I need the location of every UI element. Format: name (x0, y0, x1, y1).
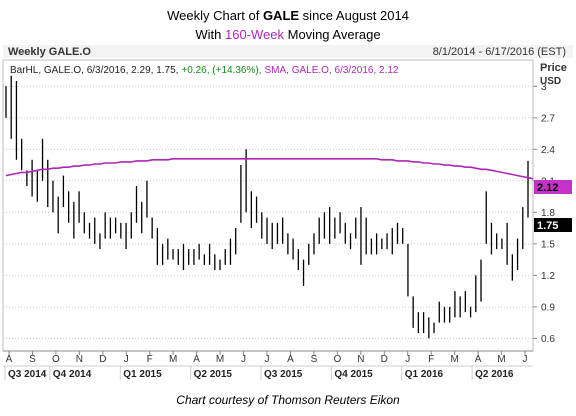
quarter-tick-label: Q3 2014 (8, 369, 47, 380)
month-tick-label: J (265, 354, 270, 365)
grid-lines (3, 85, 537, 339)
quarter-tick-label: Q1 2016 (405, 369, 444, 380)
quarter-tick-label: Q4 2015 (334, 369, 373, 380)
y-tick-label: 0.9 (541, 302, 555, 313)
sma-value-badge-text: 2.12 (537, 182, 558, 194)
month-tick-label: F (147, 354, 153, 365)
month-tick-label: O (52, 354, 60, 365)
date-range: 8/1/2014 - 6/17/2016 (EST) (433, 46, 566, 58)
month-tick-label: J (241, 354, 246, 365)
month-tick-label: D (99, 354, 106, 365)
month-tick-label: A (6, 354, 13, 365)
month-tick-label: A (475, 354, 482, 365)
month-tick-label: S (29, 354, 36, 365)
quarter-tick-label: Q2 2016 (475, 369, 514, 380)
y-tick-labels: 32.72.42.11.81.51.20.90.6 (541, 82, 555, 345)
month-tick-label: A (193, 354, 200, 365)
y-tick-label: 0.6 (541, 334, 555, 345)
chart-title-line1: Weekly Chart of GALE since August 2014 (167, 8, 409, 23)
chart-credit: Chart courtesy of Thomson Reuters Eikon (176, 393, 400, 407)
y-tick-label: 1.2 (541, 271, 555, 282)
last-price-badge (534, 218, 572, 232)
y-tick-label: 2.4 (541, 145, 555, 156)
month-tick-label: O (333, 354, 341, 365)
quarter-tick-label: Q1 2015 (123, 369, 162, 380)
y-tick-label: 2.7 (541, 113, 555, 124)
month-tick-label: M (169, 354, 177, 365)
month-tick-label: J (405, 354, 410, 365)
month-tick-label: N (357, 354, 364, 365)
currency-axis-label: USD (540, 76, 561, 87)
month-tick-label: D (381, 354, 388, 365)
month-tick-label: F (428, 354, 434, 365)
instrument-name: Weekly GALE.O (8, 46, 91, 58)
month-tick-label: S (311, 354, 318, 365)
quarter-tick-label: Q2 2015 (194, 369, 233, 380)
month-tick-label: M (216, 354, 224, 365)
chart-header-bar (3, 45, 573, 58)
quarter-tick-label: Q3 2015 (264, 369, 303, 380)
last-price-badge-text: 1.75 (537, 220, 558, 232)
chart-title-line2: With 160-Week Moving Average (195, 27, 380, 42)
legend-change-text: +0.26, (+14.36%), (181, 65, 261, 76)
month-tick-label: M (497, 354, 505, 365)
y-tick-label: 1.5 (541, 239, 555, 250)
legend-bar-text: BarHL, GALE.O, 6/3/2016, 2.29, 1.75, (10, 65, 178, 76)
price-axis-label: Price (540, 62, 567, 74)
month-tick-label: A (287, 354, 294, 365)
price-bars (5, 75, 529, 339)
month-tick-label: N (76, 354, 83, 365)
y-tick-label: 1.8 (541, 208, 555, 219)
month-tick-label: J (523, 354, 528, 365)
month-tick-label: M (450, 354, 458, 365)
legend-sma-text: SMA, GALE.O, 6/3/2016, 2.12 (265, 65, 399, 76)
chart-legend: BarHL, GALE.O, 6/3/2016, 2.29, 1.75, +0.2… (10, 65, 399, 76)
sma-line (5, 158, 534, 180)
quarter-tick-labels: Q3 2014 Q4 2014 Q1 2015 Q2 2015 Q3 2015 Q4 20… (4, 366, 514, 380)
month-tick-label: J (124, 354, 129, 365)
quarter-tick-label: Q4 2014 (53, 369, 92, 380)
sma-value-badge (534, 180, 572, 194)
y-tick-label: 3 (541, 82, 547, 93)
